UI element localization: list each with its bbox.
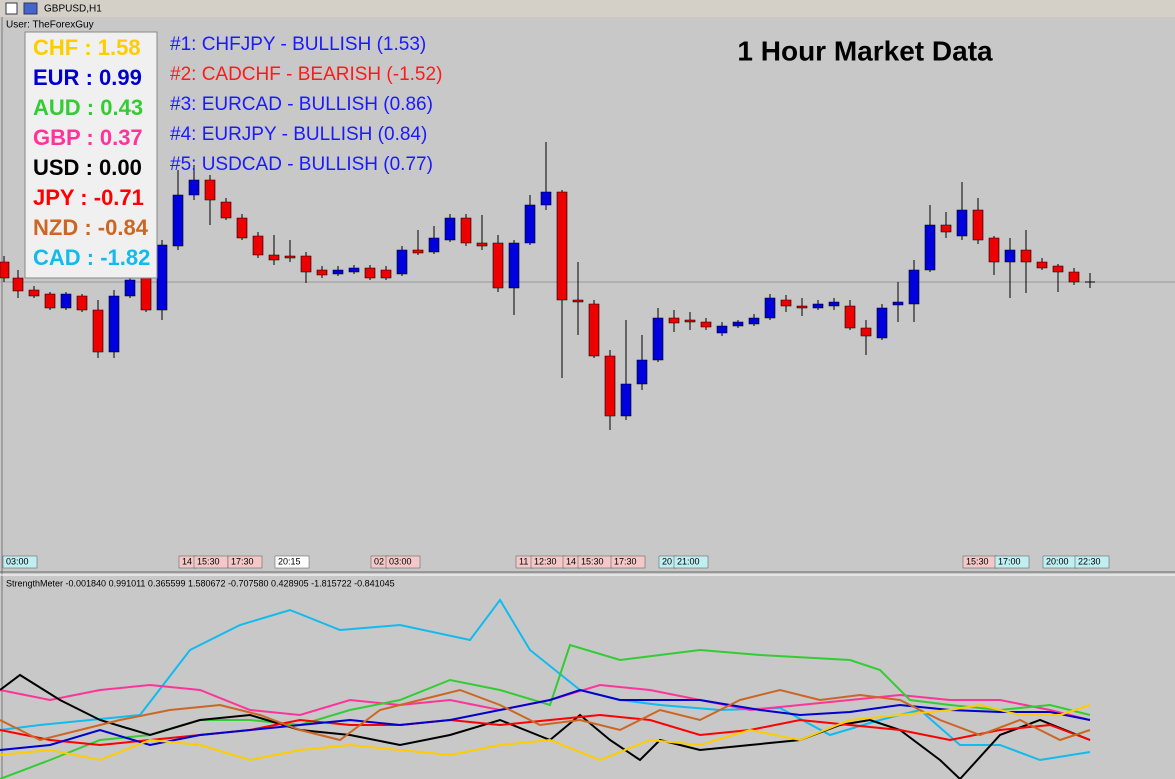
usd-line: [0, 673, 1091, 779]
strength-value: -1.82: [100, 245, 150, 270]
time-label-box: [227, 555, 263, 569]
strength-value: -0.84: [98, 215, 149, 240]
time-label: 22:30: [1078, 556, 1101, 566]
currency: EUR: [33, 65, 80, 90]
strength-value: 0.00: [99, 155, 142, 180]
pair-rankings: #1: CHFJPY - BULLISH (1.53) #2: CADCHF - …: [170, 34, 442, 175]
ranking: #1: CHFJPY - BULLISH (1.53): [170, 34, 426, 55]
strength-list: CHF : 1.58 EUR : 0.99 AUD : 0.43 GBP : 0.37…: [33, 35, 150, 270]
currency: USD: [33, 155, 79, 180]
eur-line: [0, 688, 1091, 751]
time-label-box: [673, 555, 709, 569]
time-label: 21:00: [677, 556, 700, 566]
nzd-line: [0, 688, 1091, 742]
strength-entry: JPY : -0.71: [33, 185, 144, 210]
time-label-box: [994, 555, 1030, 569]
time-label-box: [274, 555, 310, 569]
bullish-candles: [60, 179, 1016, 417]
indicator-lines: [0, 598, 1091, 779]
time-label: 14: [182, 556, 192, 566]
strength-value: 1.58: [98, 35, 141, 60]
strength-entry: GBP : 0.37: [33, 125, 143, 150]
currency: CAD: [33, 245, 81, 270]
time-label-box: [385, 555, 421, 569]
time-label: 12:30: [534, 556, 557, 566]
user-label: User: TheForexGuy: [6, 20, 94, 31]
time-label: 14: [566, 556, 576, 566]
window-title: GBPUSD,H1: [44, 4, 102, 15]
strength-value: 0.43: [100, 95, 143, 120]
time-label: 20:00: [1046, 556, 1069, 566]
time-label: 17:30: [614, 556, 637, 566]
currency: JPY: [33, 185, 75, 210]
strength-value: 0.37: [100, 125, 143, 150]
bearish-candles: [0, 179, 1080, 417]
time-label: 15:30: [197, 556, 220, 566]
strength-box: [24, 31, 158, 279]
jpy-line: [0, 713, 1091, 747]
time-label: 03:00: [6, 556, 29, 566]
strength-entry: EUR : 0.99: [33, 65, 142, 90]
currency: AUD: [33, 95, 81, 120]
heading: 1 Hour Market Data: [737, 35, 993, 66]
time-label-box: [1074, 555, 1110, 569]
chart-icon: [23, 2, 38, 15]
strength-entry: CAD : -1.82: [33, 245, 150, 270]
strength-value: -0.71: [94, 185, 144, 210]
cad-line: [0, 598, 1091, 762]
strength-entry: USD : 0.00: [33, 155, 142, 180]
window-icon: [5, 2, 18, 15]
time-labels: 03:00 14 15:30 17:30 20:15 02 03:00 11 12:30 14 15…: [2, 555, 1110, 569]
time-label: 17:30: [231, 556, 254, 566]
strength-entry: AUD : 0.43: [33, 95, 143, 120]
time-label-box: [610, 555, 646, 569]
indicator-label: StrengthMeter -0.001840 0.991011 0.36559…: [6, 578, 395, 588]
time-label: 20: [662, 556, 672, 566]
currency: CHF: [33, 35, 78, 60]
strength-entry: NZD : -0.84: [33, 215, 149, 240]
ranking: #5: USDCAD - BULLISH (0.77): [170, 154, 433, 175]
time-label: 03:00: [389, 556, 412, 566]
strength-value: 0.99: [99, 65, 142, 90]
time-label: 02: [374, 556, 384, 566]
time-label: 11: [519, 556, 528, 566]
currency: NZD: [33, 215, 78, 240]
ranking: #2: CADCHF - BEARISH (-1.52): [170, 64, 442, 85]
time-label: 20:15: [278, 556, 301, 566]
time-label: 15:30: [966, 556, 989, 566]
time-label-box: [2, 555, 38, 569]
strength-entry: CHF : 1.58: [33, 35, 141, 60]
chf-line: [0, 703, 1091, 762]
title-bar: [0, 0, 1175, 17]
time-label: 15:30: [581, 556, 604, 566]
ranking: #4: EURJPY - BULLISH (0.84): [170, 124, 427, 145]
ranking: #3: EURCAD - BULLISH (0.86): [170, 94, 433, 115]
time-label: 17:00: [998, 556, 1021, 566]
currency: GBP: [33, 125, 80, 150]
